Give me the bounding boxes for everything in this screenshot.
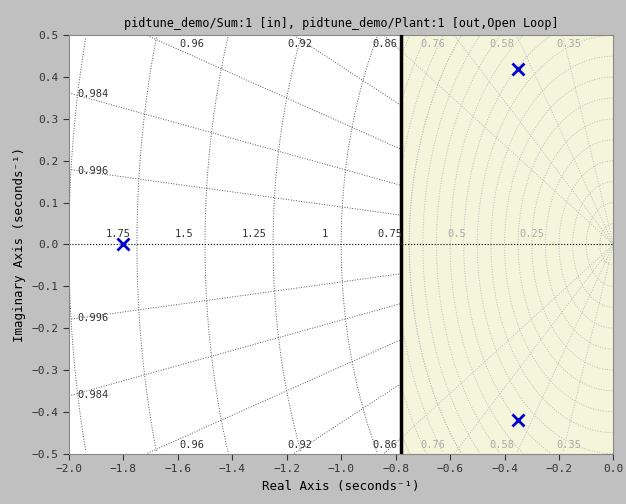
- Text: 0.996: 0.996: [77, 166, 108, 176]
- Text: 0.25: 0.25: [520, 229, 544, 239]
- Y-axis label: Imaginary Axis (seconds⁻¹): Imaginary Axis (seconds⁻¹): [13, 147, 26, 342]
- Text: 0.76: 0.76: [420, 39, 445, 48]
- Text: 0.76: 0.76: [420, 440, 445, 450]
- Text: 0.984: 0.984: [77, 390, 108, 400]
- Text: 0.58: 0.58: [490, 39, 515, 48]
- Text: 0.75: 0.75: [377, 229, 403, 239]
- Text: 1.75: 1.75: [105, 229, 130, 239]
- Text: 0.35: 0.35: [556, 440, 581, 450]
- Text: 1.5: 1.5: [175, 229, 194, 239]
- Text: 0.96: 0.96: [179, 39, 204, 48]
- Text: 1.25: 1.25: [242, 229, 267, 239]
- X-axis label: Real Axis (seconds⁻¹): Real Axis (seconds⁻¹): [262, 480, 420, 492]
- Text: 0.86: 0.86: [372, 440, 398, 450]
- Text: 0.5: 0.5: [448, 229, 466, 239]
- Text: 0.35: 0.35: [556, 39, 581, 48]
- Text: 0.92: 0.92: [288, 440, 313, 450]
- Text: 0.58: 0.58: [490, 440, 515, 450]
- Bar: [401, 35, 613, 454]
- Title: pidtune_demo/Sum:1 [in], pidtune_demo/Plant:1 [out,Open Loop]: pidtune_demo/Sum:1 [in], pidtune_demo/Pl…: [124, 17, 558, 30]
- Text: 0.86: 0.86: [372, 39, 398, 48]
- Text: 0.984: 0.984: [77, 89, 108, 99]
- Text: 0.996: 0.996: [77, 312, 108, 323]
- Text: 0.92: 0.92: [288, 39, 313, 48]
- Text: 1: 1: [322, 229, 328, 239]
- Text: 0.96: 0.96: [179, 440, 204, 450]
